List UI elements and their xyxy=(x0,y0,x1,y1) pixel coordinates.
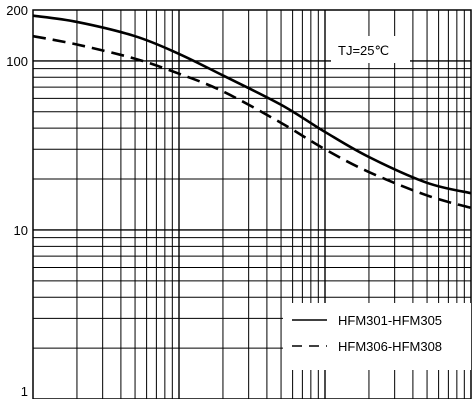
plot-frame xyxy=(32,9,472,399)
y-tick-label: 10 xyxy=(14,223,28,238)
legend-label-1: HFM301-HFM305 xyxy=(338,313,442,328)
series-group xyxy=(32,14,472,210)
legend: HFM301-HFM305 HFM306-HFM308 xyxy=(292,313,442,354)
series-line-2 xyxy=(32,34,472,210)
y-tick-label: 100 xyxy=(6,54,28,69)
annotation-box: TJ=25℃ xyxy=(331,36,410,63)
temperature-annotation: TJ=25℃ xyxy=(338,43,389,58)
series-line-1 xyxy=(32,14,472,195)
legend-background xyxy=(283,303,471,370)
y-tick-label: 200 xyxy=(6,3,28,18)
y-tick-label: 1 xyxy=(21,384,28,399)
legend-label-2: HFM306-HFM308 xyxy=(338,339,442,354)
y-tick-labels: 200 100 10 1 xyxy=(6,3,28,399)
